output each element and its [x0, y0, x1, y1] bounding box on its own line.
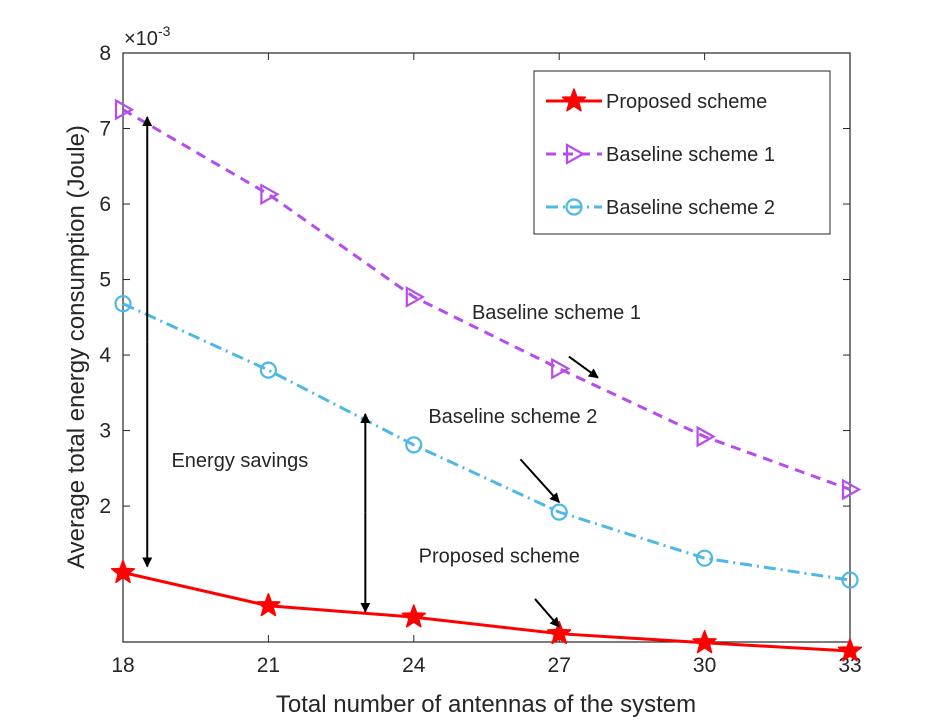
data-point: [550, 503, 568, 521]
series-line: [122, 571, 851, 653]
series-line: [122, 108, 851, 491]
data-point: [114, 98, 135, 121]
legend-marker: [565, 143, 586, 165]
legend-marker: [565, 198, 583, 216]
legend: Proposed scheme Baseline scheme 1 Baseline…: [533, 70, 831, 235]
y-tick-label: 6: [99, 193, 111, 216]
annotation-label: Baseline scheme 1: [472, 302, 641, 324]
x-tick-label: 33: [838, 654, 861, 677]
data-point: [841, 571, 859, 589]
series-baseline-scheme-1: [114, 98, 862, 501]
legend-label: Proposed scheme: [606, 91, 767, 113]
annotation-label: Proposed scheme: [419, 546, 580, 568]
data-point: [692, 630, 717, 654]
data-point: [405, 286, 426, 308]
x-tick-label: 30: [693, 654, 716, 677]
data-point: [110, 559, 136, 583]
data-point: [259, 361, 277, 379]
annotation-arrow: [568, 355, 599, 379]
x-axis-label: Total number of antennas of the system: [276, 691, 696, 718]
data-point: [256, 593, 281, 617]
data-point: [695, 549, 714, 567]
x-tick-label: 27: [548, 654, 571, 677]
data-point: [837, 638, 863, 662]
annotation-label: Energy savings: [171, 450, 308, 472]
y-tick-label: 3: [99, 420, 111, 443]
y-tick-label: 7: [99, 118, 111, 141]
annotation-layer: Baseline scheme 1 Baseline scheme 2 Propos…: [142, 116, 641, 628]
y-axis-exponent: ×10-3: [124, 23, 171, 50]
data-point: [405, 436, 423, 454]
data-point: [551, 357, 571, 380]
annotation-arrow: [519, 458, 560, 504]
data-point: [841, 478, 862, 501]
series-layer: [110, 98, 863, 662]
y-tick-label: 8: [99, 42, 111, 65]
series-baseline-scheme-2: [114, 295, 859, 589]
legend-label: Baseline scheme 2: [606, 197, 775, 219]
y-tick-label: 5: [99, 269, 111, 292]
y-tick-label: 4: [99, 344, 111, 367]
annotation-arrow: [534, 598, 560, 628]
data-point: [547, 620, 572, 645]
x-tick-label: 24: [402, 654, 426, 677]
series-proposed-scheme: [110, 559, 863, 662]
y-tick-label: 2: [99, 495, 111, 518]
x-tick-label: 18: [111, 654, 134, 677]
data-point: [260, 183, 280, 206]
data-point: [401, 604, 426, 628]
data-point: [114, 295, 132, 313]
annotation-label: Baseline scheme 2: [428, 406, 597, 428]
x-tick-label: 21: [257, 654, 280, 677]
y-axis-label: Average total energy consumption (Joule): [63, 125, 90, 569]
legend-label: Baseline scheme 1: [606, 144, 775, 166]
legend-marker: [561, 88, 587, 112]
data-point: [696, 425, 716, 448]
